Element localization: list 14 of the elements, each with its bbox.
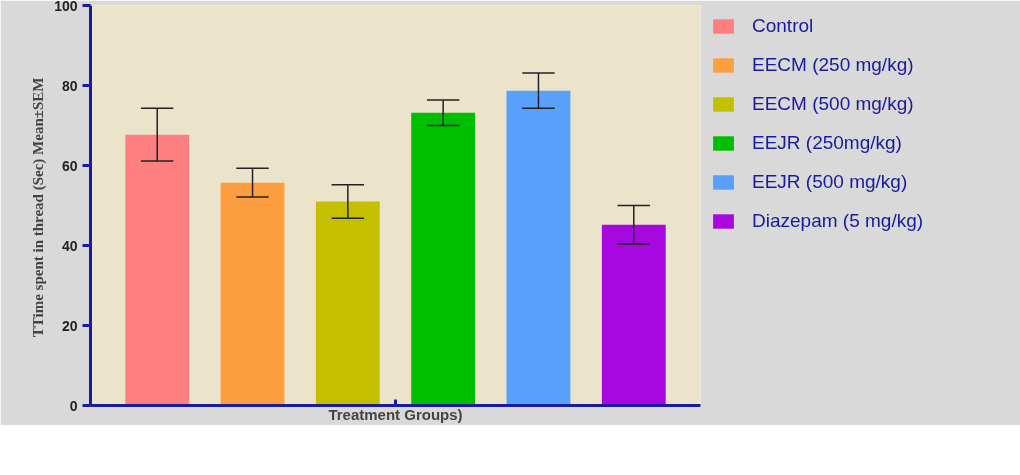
legend-label: EECM (250 mg/kg)	[752, 54, 914, 76]
legend-label: EEJR (500 mg/kg)	[752, 171, 908, 193]
y-tick-label: 80	[61, 77, 78, 94]
x-axis-title: Treatment Groups)	[328, 405, 463, 423]
legend-label: Diazepam (5 mg/kg)	[752, 210, 924, 232]
y-tick-label: 20	[61, 317, 78, 334]
legend-label: EECM (500 mg/kg)	[752, 93, 914, 115]
legend-label: EEJR (250mg/kg)	[752, 132, 902, 154]
y-tick-label: 100	[54, 0, 78, 14]
legend-label: Control	[752, 15, 814, 37]
y-tick-label: 40	[61, 237, 78, 254]
y-tick-label: 0	[69, 397, 78, 414]
y-axis-title: TTime spent in thread (Sec) Mean±SEM	[30, 77, 48, 338]
y-tick-label: 60	[61, 157, 78, 174]
